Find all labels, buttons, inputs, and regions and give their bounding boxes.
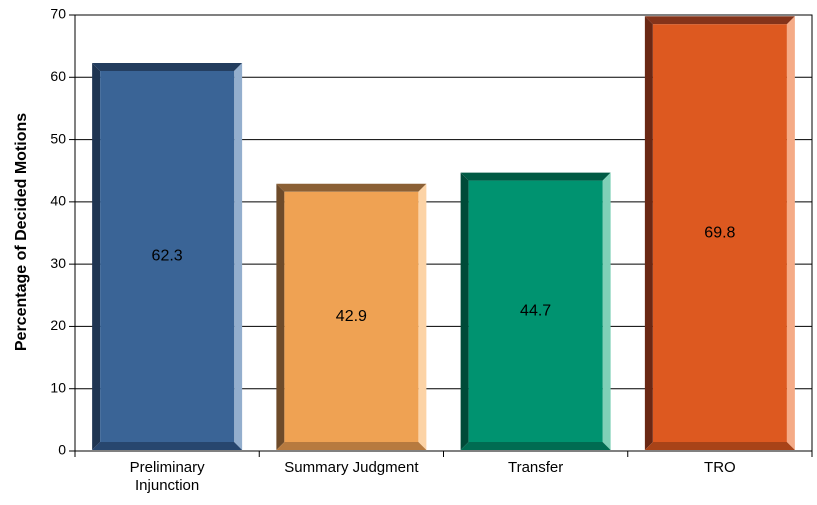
bar: 62.3 — [92, 63, 242, 450]
bar-bevel-bottom — [645, 442, 795, 450]
bar-bevel-right — [418, 184, 426, 450]
bar-bevel-top — [645, 16, 795, 24]
y-tick-label: 20 — [50, 317, 66, 333]
bar-value-label: 42.9 — [336, 308, 367, 325]
bar-bevel-top — [276, 184, 426, 192]
bar-value-label: 69.8 — [704, 224, 735, 241]
y-tick-label: 0 — [58, 442, 66, 458]
y-tick-label: 70 — [50, 6, 66, 22]
bar-bevel-left — [461, 173, 469, 450]
y-tick-label: 50 — [50, 130, 66, 146]
y-tick-label: 60 — [50, 68, 66, 84]
bar-bevel-top — [92, 63, 242, 71]
bar-value-label: 44.7 — [520, 303, 551, 320]
bar-bevel-bottom — [461, 442, 611, 450]
bar-bevel-right — [787, 16, 795, 450]
x-category-label: Transfer — [508, 459, 563, 476]
bar-bevel-bottom — [276, 442, 426, 450]
y-tick-labels: 0 10 20 30 40 50 60 70 — [50, 6, 66, 458]
bar: 44.7 — [461, 173, 611, 450]
bar-bevel-top — [461, 173, 611, 181]
bar-bevel-right — [234, 63, 242, 450]
x-category-labels: Preliminary Injunction Summary Judgment Tra… — [130, 459, 736, 494]
bar-bevel-left — [92, 63, 100, 450]
bar-bevel-left — [645, 16, 653, 450]
bars: 62.3 42.9 44.7 69.8 — [92, 16, 795, 450]
y-axis-label: Percentage of Decided Motions — [13, 113, 30, 351]
bar: 69.8 — [645, 16, 795, 450]
bar-value-label: 62.3 — [152, 248, 183, 265]
x-category-label: Preliminary Injunction — [130, 459, 206, 494]
y-tick-label: 10 — [50, 379, 66, 395]
bar-bevel-bottom — [92, 442, 242, 450]
bar-bevel-right — [603, 173, 611, 450]
x-category-label: Summary Judgment — [284, 459, 419, 476]
bar: 42.9 — [276, 184, 426, 450]
y-tick-label: 40 — [50, 193, 66, 209]
y-tick-label: 30 — [50, 255, 66, 271]
x-category-label: TRO — [704, 459, 736, 476]
bar-bevel-left — [276, 184, 284, 450]
